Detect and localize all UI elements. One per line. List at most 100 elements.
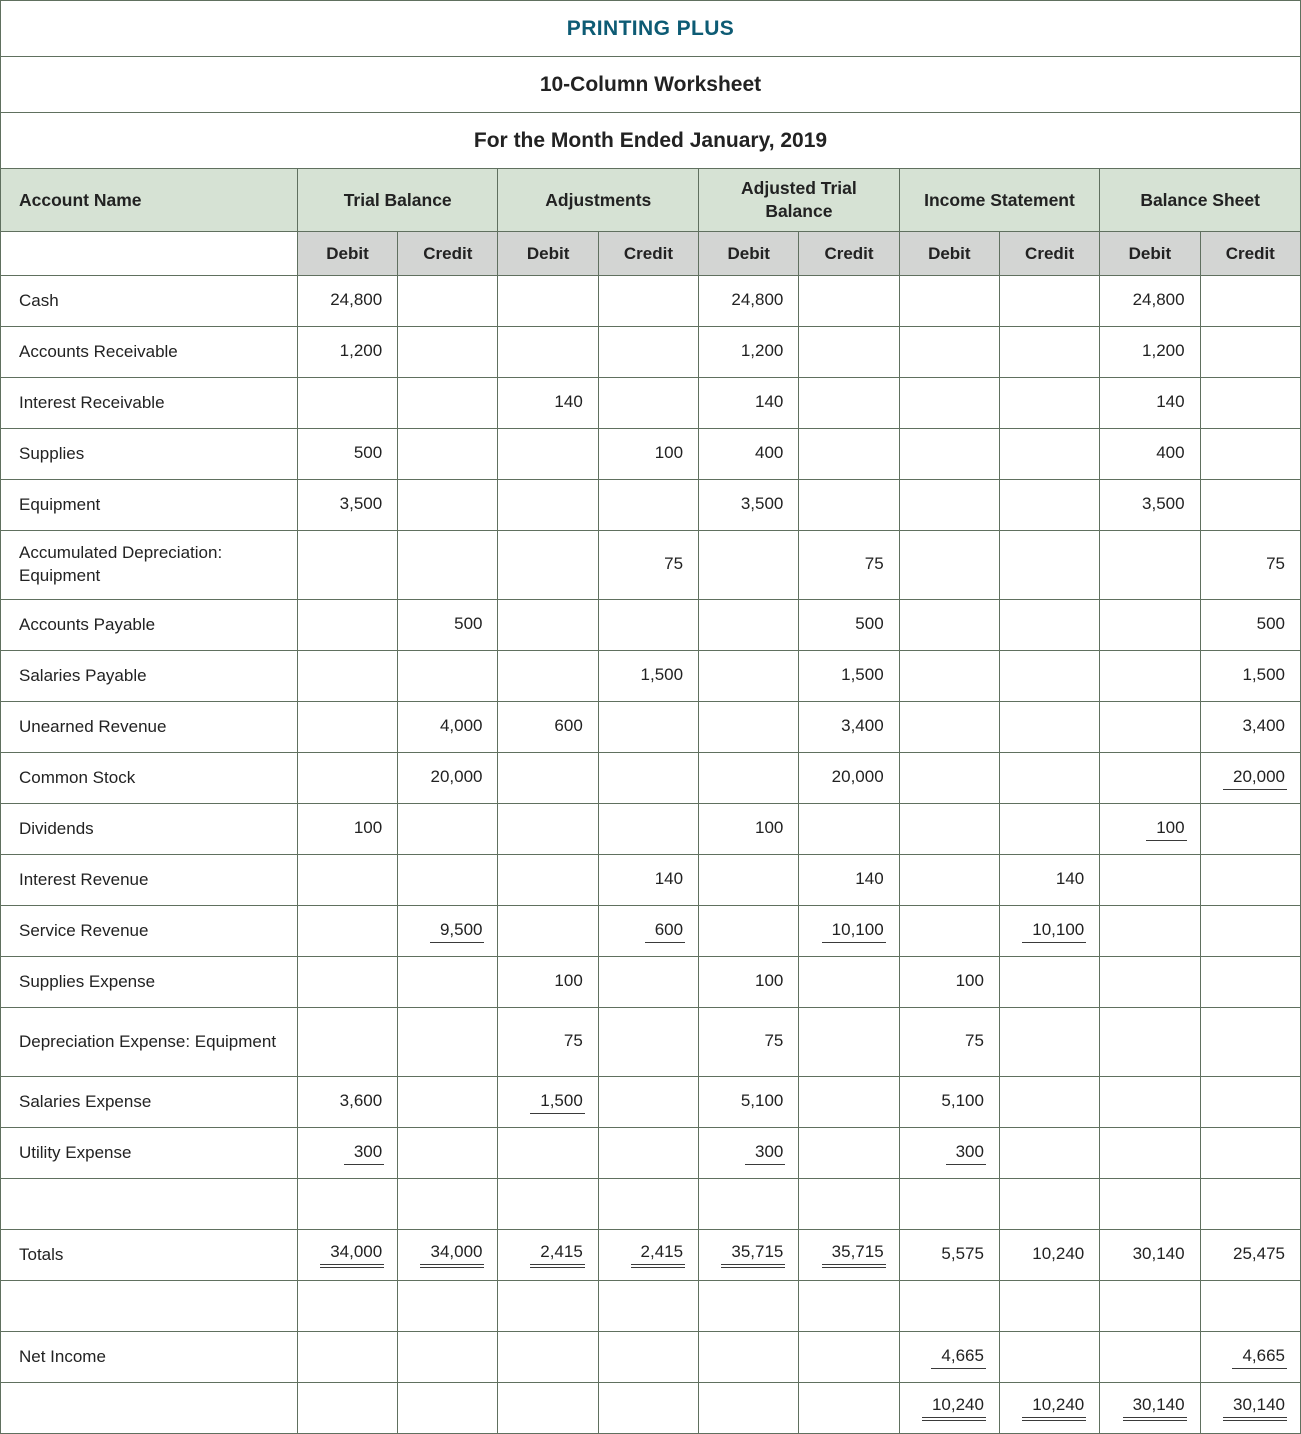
amount-cell — [998, 1331, 1101, 1383]
account-name-cell: Salaries Payable — [0, 650, 298, 702]
amount-cell: 10,100 — [998, 905, 1101, 957]
amount-cell — [597, 326, 700, 378]
amount-cell: 20,000 — [798, 752, 900, 804]
worksheet-body: Cash 24,800 24,800 24,800 Accounts Receivabl… — [0, 275, 1301, 1434]
table-row: Service Revenue 9,500 600 10,100 10,100 — [0, 905, 1301, 957]
amount-cell — [397, 479, 499, 531]
amount-cell — [296, 1007, 399, 1077]
amount-cell: 2,415 — [597, 1229, 700, 1281]
amount-cell: 35,715 — [798, 1229, 900, 1281]
amount-cell — [1199, 854, 1301, 906]
amount-cell — [1099, 1007, 1201, 1077]
amount-cell — [698, 701, 800, 753]
amount-cell: 3,400 — [798, 701, 900, 753]
amount-value: 5,100 — [740, 1091, 784, 1110]
amount-value: 10,240 — [1022, 1395, 1087, 1421]
account-name-cell: Accounts Receivable — [0, 326, 298, 378]
amount-cell — [397, 1280, 499, 1332]
amount-cell — [597, 956, 700, 1008]
amount-cell — [1099, 854, 1201, 906]
amount-cell: 3,500 — [698, 479, 800, 531]
worksheet-title: 10-Column Worksheet — [0, 56, 1301, 113]
amount-value: 75 — [764, 1031, 784, 1050]
amount-cell — [296, 650, 399, 702]
amount-cell — [296, 956, 399, 1008]
amount-cell — [998, 1076, 1101, 1128]
amount-value: 75 — [1266, 554, 1285, 573]
amount-cell: 600 — [597, 905, 700, 957]
amount-value: 10,240 — [1032, 1244, 1085, 1263]
amount-cell: 140 — [1099, 377, 1201, 429]
amount-cell — [998, 701, 1101, 753]
amount-cell: 100 — [1099, 803, 1201, 855]
amount-cell — [998, 479, 1101, 531]
amount-cell — [497, 479, 599, 531]
amount-cell — [597, 599, 700, 651]
adjustments-debit-header: Debit — [497, 231, 599, 276]
amount-cell — [497, 326, 599, 378]
amount-cell — [597, 752, 700, 804]
amount-cell — [998, 1178, 1101, 1230]
amount-value: 5,100 — [941, 1091, 984, 1110]
amount-cell — [296, 1331, 399, 1383]
amount-cell — [1099, 599, 1201, 651]
amount-cell — [1199, 956, 1301, 1008]
amount-cell — [296, 854, 399, 906]
adjustments-credit-header: Credit — [597, 231, 700, 276]
account-name-cell: Equipment — [0, 479, 298, 531]
worksheet-header: PRINTING PLUS 10-Column Worksheet For th… — [0, 0, 1301, 276]
income-statement-credit-header: Credit — [998, 231, 1101, 276]
amount-cell — [798, 428, 900, 480]
amount-value: 100 — [1146, 818, 1187, 841]
amount-cell: 300 — [296, 1127, 399, 1179]
amount-cell: 1,200 — [1099, 326, 1201, 378]
amount-value: 20,000 — [1223, 767, 1287, 790]
amount-cell: 3,500 — [296, 479, 399, 531]
amount-cell — [497, 650, 599, 702]
amount-value: 100 — [654, 443, 684, 462]
amount-cell — [397, 530, 499, 600]
amount-value: 75 — [664, 554, 684, 573]
table-row: Net Income 4,665 4,665 — [0, 1331, 1301, 1383]
group-balance-sheet: Balance Sheet — [1099, 168, 1301, 232]
amount-cell — [1099, 701, 1201, 753]
amount-cell — [1199, 905, 1301, 957]
amount-cell — [597, 1127, 700, 1179]
amount-cell — [597, 1382, 700, 1434]
amount-value: 600 — [644, 920, 686, 943]
amount-cell: 75 — [698, 1007, 800, 1077]
amount-cell: 1,500 — [1199, 650, 1301, 702]
amount-cell — [397, 1076, 499, 1128]
amount-value: 34,000 — [420, 1242, 485, 1268]
amount-cell — [1199, 1076, 1301, 1128]
amount-value: 1,500 — [1242, 665, 1285, 684]
amount-cell — [1199, 479, 1301, 531]
amount-cell: 140 — [998, 854, 1101, 906]
amount-cell: 5,100 — [898, 1076, 1000, 1128]
amount-cell: 3,500 — [1099, 479, 1201, 531]
amount-value: 10,100 — [1022, 920, 1087, 943]
account-name-header: Account Name — [0, 168, 298, 232]
amount-cell — [898, 326, 1000, 378]
amount-cell — [397, 1178, 499, 1230]
amount-cell — [798, 377, 900, 429]
amount-cell — [998, 377, 1101, 429]
account-name-cell: Service Revenue — [0, 905, 298, 957]
amount-cell — [998, 1127, 1101, 1179]
amount-cell — [296, 1382, 399, 1434]
amount-cell — [998, 599, 1101, 651]
amount-cell — [497, 752, 599, 804]
table-row: Salaries Expense 3,600 1,500 5,100 5,100 — [0, 1076, 1301, 1128]
income-statement-debit-header: Debit — [898, 231, 1000, 276]
amount-value: 4,665 — [1232, 1346, 1287, 1369]
table-row: Accounts Receivable 1,200 1,200 1,200 — [0, 326, 1301, 378]
amount-cell: 24,800 — [296, 275, 399, 327]
amount-cell: 75 — [597, 530, 700, 600]
amount-cell — [597, 377, 700, 429]
amount-cell: 20,000 — [1199, 752, 1301, 804]
spacer-row — [0, 1280, 1301, 1332]
amount-cell — [798, 1076, 900, 1128]
amount-value: 24,800 — [731, 290, 784, 309]
amount-value: 100 — [353, 818, 383, 837]
account-name-cell — [0, 1280, 298, 1332]
